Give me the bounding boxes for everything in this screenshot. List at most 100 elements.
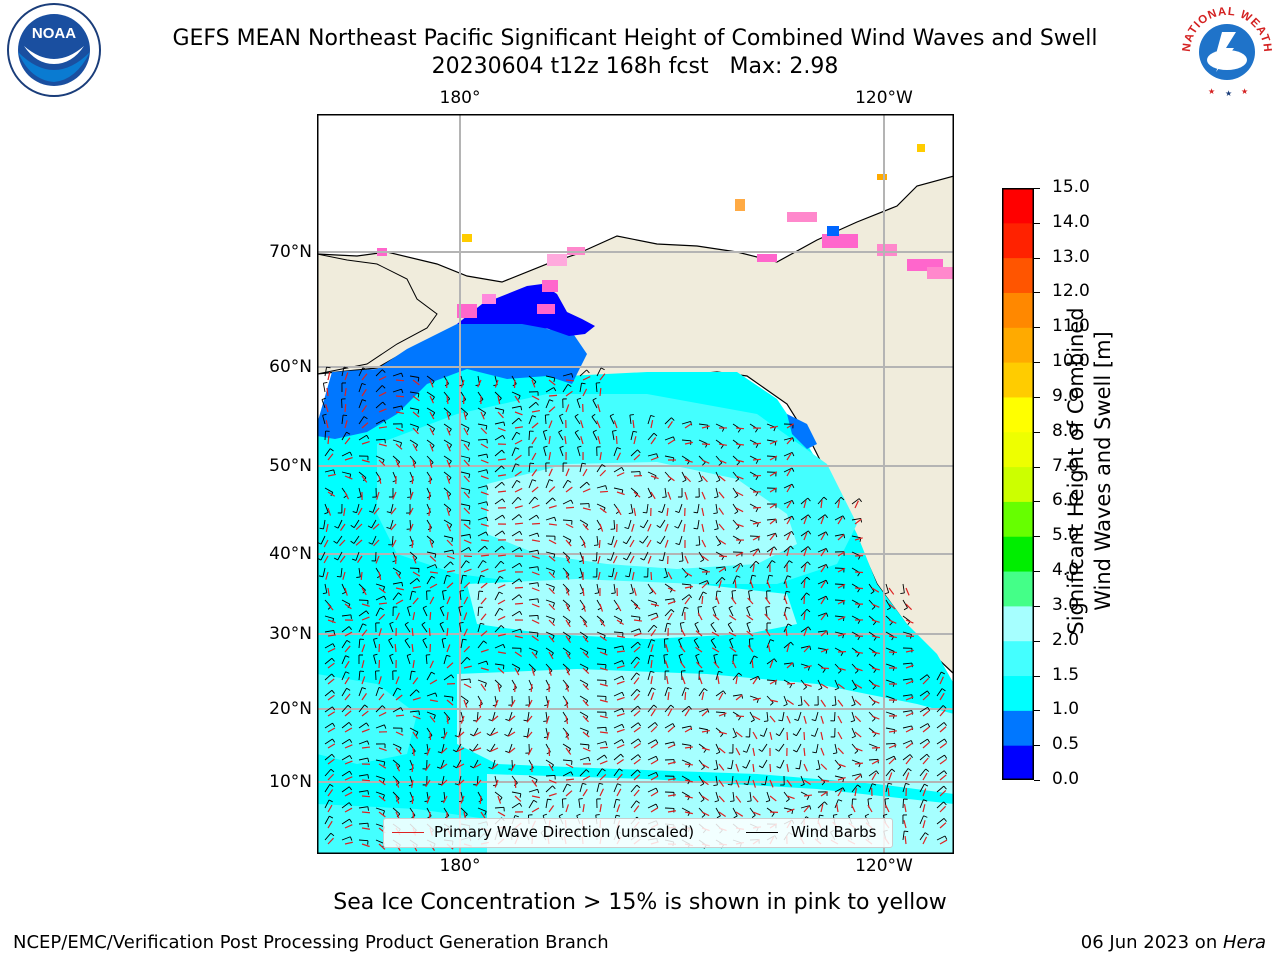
wind-barb <box>337 551 343 561</box>
colorbar-segment <box>1002 675 1034 711</box>
wind-barb <box>936 754 945 761</box>
wind-barb <box>766 518 777 521</box>
wind-barb <box>664 598 674 601</box>
wind-barb-flag <box>840 496 845 501</box>
wind-barb <box>662 551 666 561</box>
wind-barb <box>732 519 740 527</box>
wind-barb <box>834 599 845 601</box>
wind-barb <box>783 623 789 633</box>
wind-barb <box>508 743 513 753</box>
wave-direction-arrow <box>565 651 571 660</box>
wind-barb-flag <box>654 722 658 726</box>
wave-direction-arrow <box>491 715 499 722</box>
wind-barb-flag <box>791 467 795 472</box>
wind-barb <box>494 663 504 666</box>
wave-direction-arrow <box>922 820 926 829</box>
wind-barb-flag <box>825 649 828 654</box>
wave-direction-arrow <box>327 507 332 516</box>
wave-direction-arrow <box>599 699 608 703</box>
wind-barb <box>731 591 734 601</box>
wind-barb <box>579 756 589 761</box>
wind-barb <box>460 503 470 507</box>
wind-barb <box>630 449 638 457</box>
wind-barb <box>477 485 487 489</box>
wind-barb-flag <box>332 738 336 743</box>
wave-direction-arrow <box>696 661 703 669</box>
wave-direction-arrow <box>361 616 370 621</box>
wave-direction-arrow <box>633 693 640 701</box>
wave-direction-arrow <box>786 452 792 461</box>
wind-barb <box>375 455 385 461</box>
wind-barb-flag <box>432 428 436 433</box>
wave-direction-arrow <box>531 807 540 813</box>
wave-direction-arrow <box>548 555 556 562</box>
wind-barb-flag <box>624 527 629 530</box>
wind-barb-flag <box>333 540 338 544</box>
wave-direction-arrow <box>546 731 550 740</box>
wave-direction-arrow <box>650 708 656 717</box>
wind-barb-flag <box>470 733 475 737</box>
wave-direction-arrow <box>548 436 551 445</box>
wave-direction-arrow <box>361 475 368 483</box>
wave-direction-arrow <box>565 404 570 413</box>
wind-barb-flag <box>833 813 838 816</box>
wind-barb-flag <box>451 537 454 543</box>
wind-barb <box>613 645 623 649</box>
colorbar-tick <box>1034 431 1040 433</box>
wind-barb <box>681 421 691 425</box>
wind-barb-flag <box>367 740 370 745</box>
wave-direction-arrow <box>565 667 571 676</box>
wind-barb-flag <box>688 705 692 710</box>
wind-barb-flag <box>889 621 893 626</box>
wave-direction-arrow <box>531 603 540 608</box>
wind-barb <box>715 711 726 714</box>
wave-direction-arrow <box>395 459 400 468</box>
wind-barb-flag <box>523 735 528 738</box>
wave-direction-arrow <box>325 404 329 413</box>
wind-barb <box>647 612 657 617</box>
wave-direction-arrow <box>531 409 540 413</box>
wind-barb-flag <box>753 655 758 659</box>
wave-direction-arrow <box>837 683 845 690</box>
wind-barb-flag <box>790 641 794 646</box>
wind-barb-flag <box>549 479 554 482</box>
wind-barb <box>579 663 589 669</box>
wind-barb-flag <box>576 813 581 817</box>
wave-direction-arrow <box>480 507 489 512</box>
wind-barb <box>460 533 470 537</box>
wave-direction-arrow <box>327 820 333 829</box>
wind-barb <box>647 787 657 793</box>
wave-direction-arrow <box>446 539 453 547</box>
wave-direction-arrow <box>463 683 472 689</box>
wind-barb-flag <box>318 575 324 578</box>
wind-barb <box>713 655 717 665</box>
wave-direction-arrow <box>905 742 913 749</box>
wave-direction-arrow <box>473 747 482 752</box>
wind-barb <box>528 463 531 473</box>
wind-barb-flag <box>905 782 910 785</box>
wind-barb-flag <box>857 572 861 577</box>
wave-direction-arrow <box>460 379 465 388</box>
wind-barb <box>885 727 895 731</box>
wave-direction-arrow <box>752 442 762 445</box>
wave-direction-arrow <box>871 667 880 671</box>
wind-barb-flag <box>422 605 427 609</box>
wave-direction-arrow <box>616 472 625 477</box>
wave-direction-arrow <box>582 388 588 397</box>
wind-barb <box>681 759 691 764</box>
wind-barb-flag <box>656 612 659 618</box>
wave-direction-arrow <box>820 683 829 689</box>
wave-direction-arrow <box>514 602 524 605</box>
wind-barb <box>409 375 419 378</box>
wind-barb <box>562 583 570 591</box>
wind-barb <box>511 405 521 409</box>
wind-barb <box>698 535 701 546</box>
wind-barb <box>375 385 383 393</box>
wind-barb <box>545 647 554 654</box>
chart-title: GEFS MEAN Northeast Pacific Significant … <box>172 26 1098 51</box>
wave-direction-arrow <box>497 474 506 477</box>
wind-barb <box>646 503 649 513</box>
wind-barb <box>528 549 538 553</box>
wind-barb-flag <box>637 705 641 710</box>
wave-direction-arrow <box>463 596 469 605</box>
